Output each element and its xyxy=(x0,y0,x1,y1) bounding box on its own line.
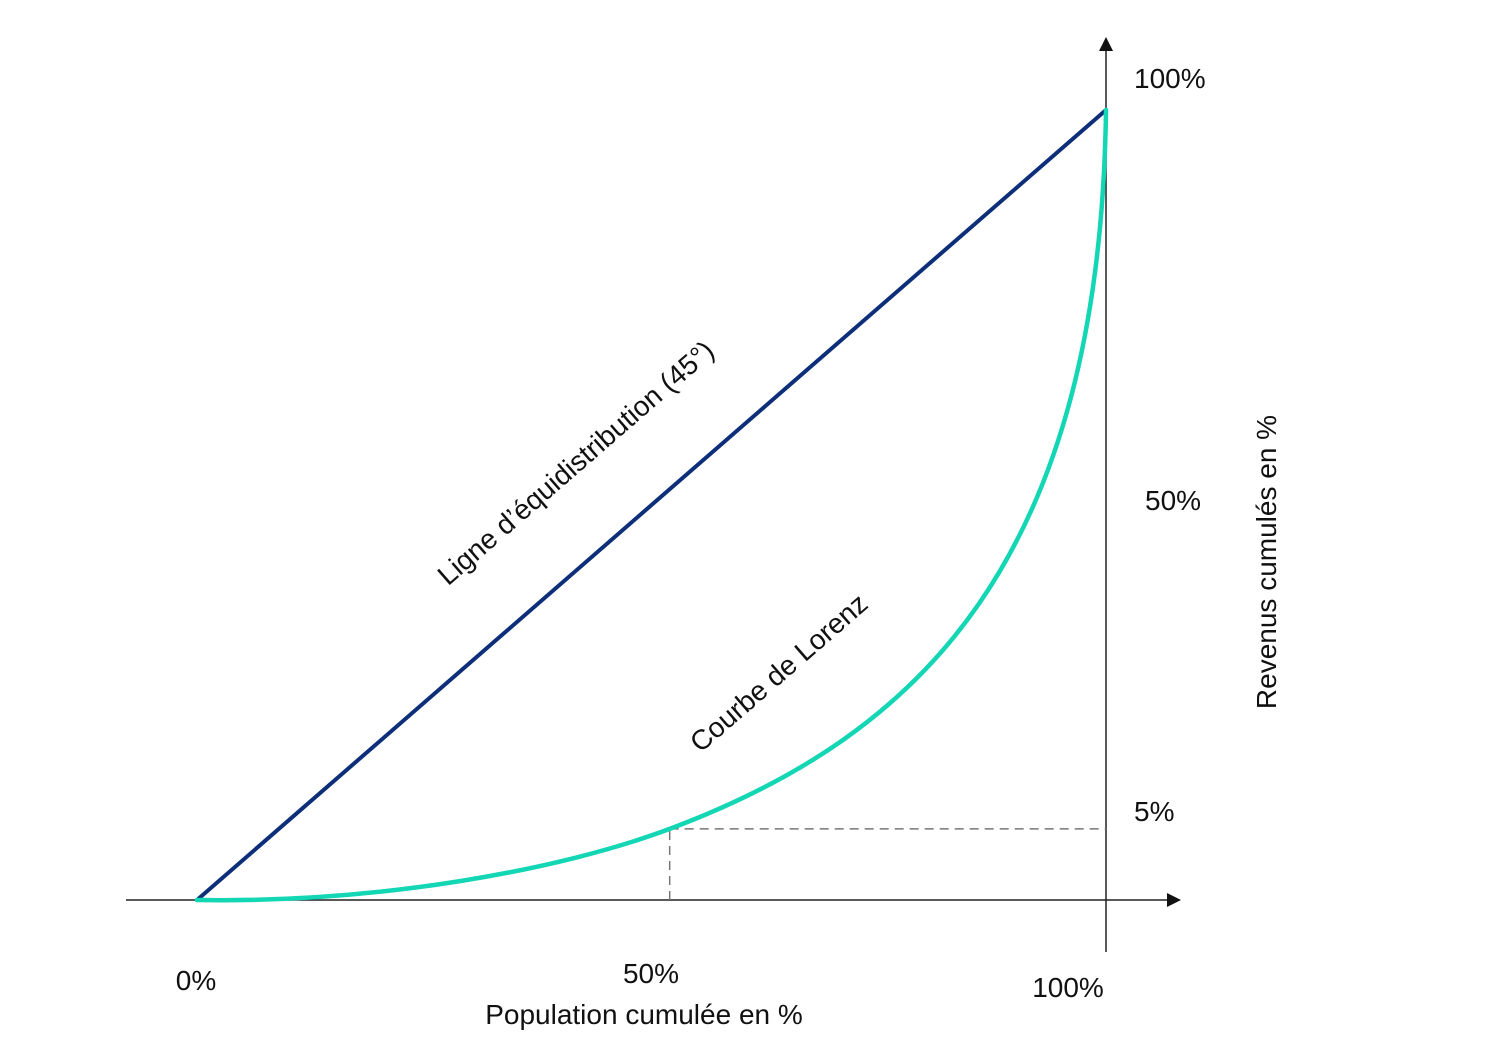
x-tick-50: 50% xyxy=(623,958,679,989)
y-tick-5: 5% xyxy=(1134,796,1174,827)
x-tick-100: 100% xyxy=(1032,972,1104,1003)
y-tick-100: 100% xyxy=(1134,63,1206,94)
y-tick-50: 50% xyxy=(1145,485,1201,516)
equidistribution-line-label: Ligne d’équidistribution (45°) xyxy=(432,335,720,591)
lorenz-curve-label: Courbe de Lorenz xyxy=(684,588,874,758)
y-axis-title: Revenus cumulés en % xyxy=(1251,415,1282,709)
x-axis-title: Population cumulée en % xyxy=(485,999,803,1030)
equidistribution-line xyxy=(195,108,1108,902)
x-tick-0: 0% xyxy=(176,965,216,996)
lorenz-curve xyxy=(194,107,1109,903)
